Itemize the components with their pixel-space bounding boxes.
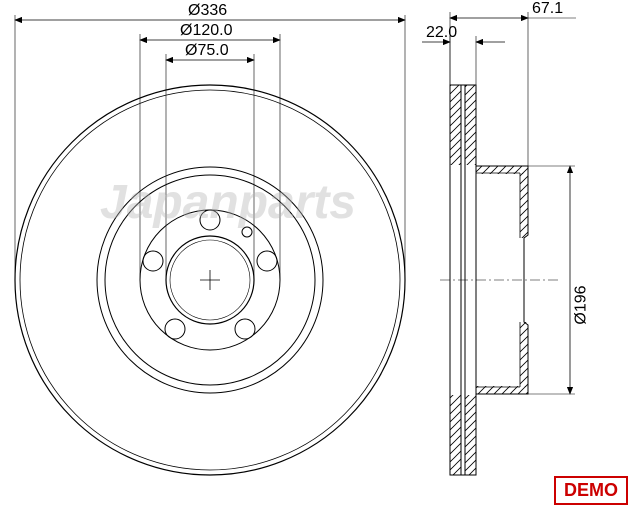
dim-thickness: 22.0 [426,24,457,42]
dim-hub-diameter: Ø120.0 [180,22,232,40]
demo-badge: DEMO [554,476,628,505]
dim-hat-diameter: Ø196 [573,285,591,324]
dim-hat-height: 67.1 [532,0,563,18]
front-view [15,15,405,475]
dim-outer-diameter: Ø336 [188,2,227,20]
side-view [422,12,576,475]
dim-center-bore: Ø75.0 [185,42,229,60]
